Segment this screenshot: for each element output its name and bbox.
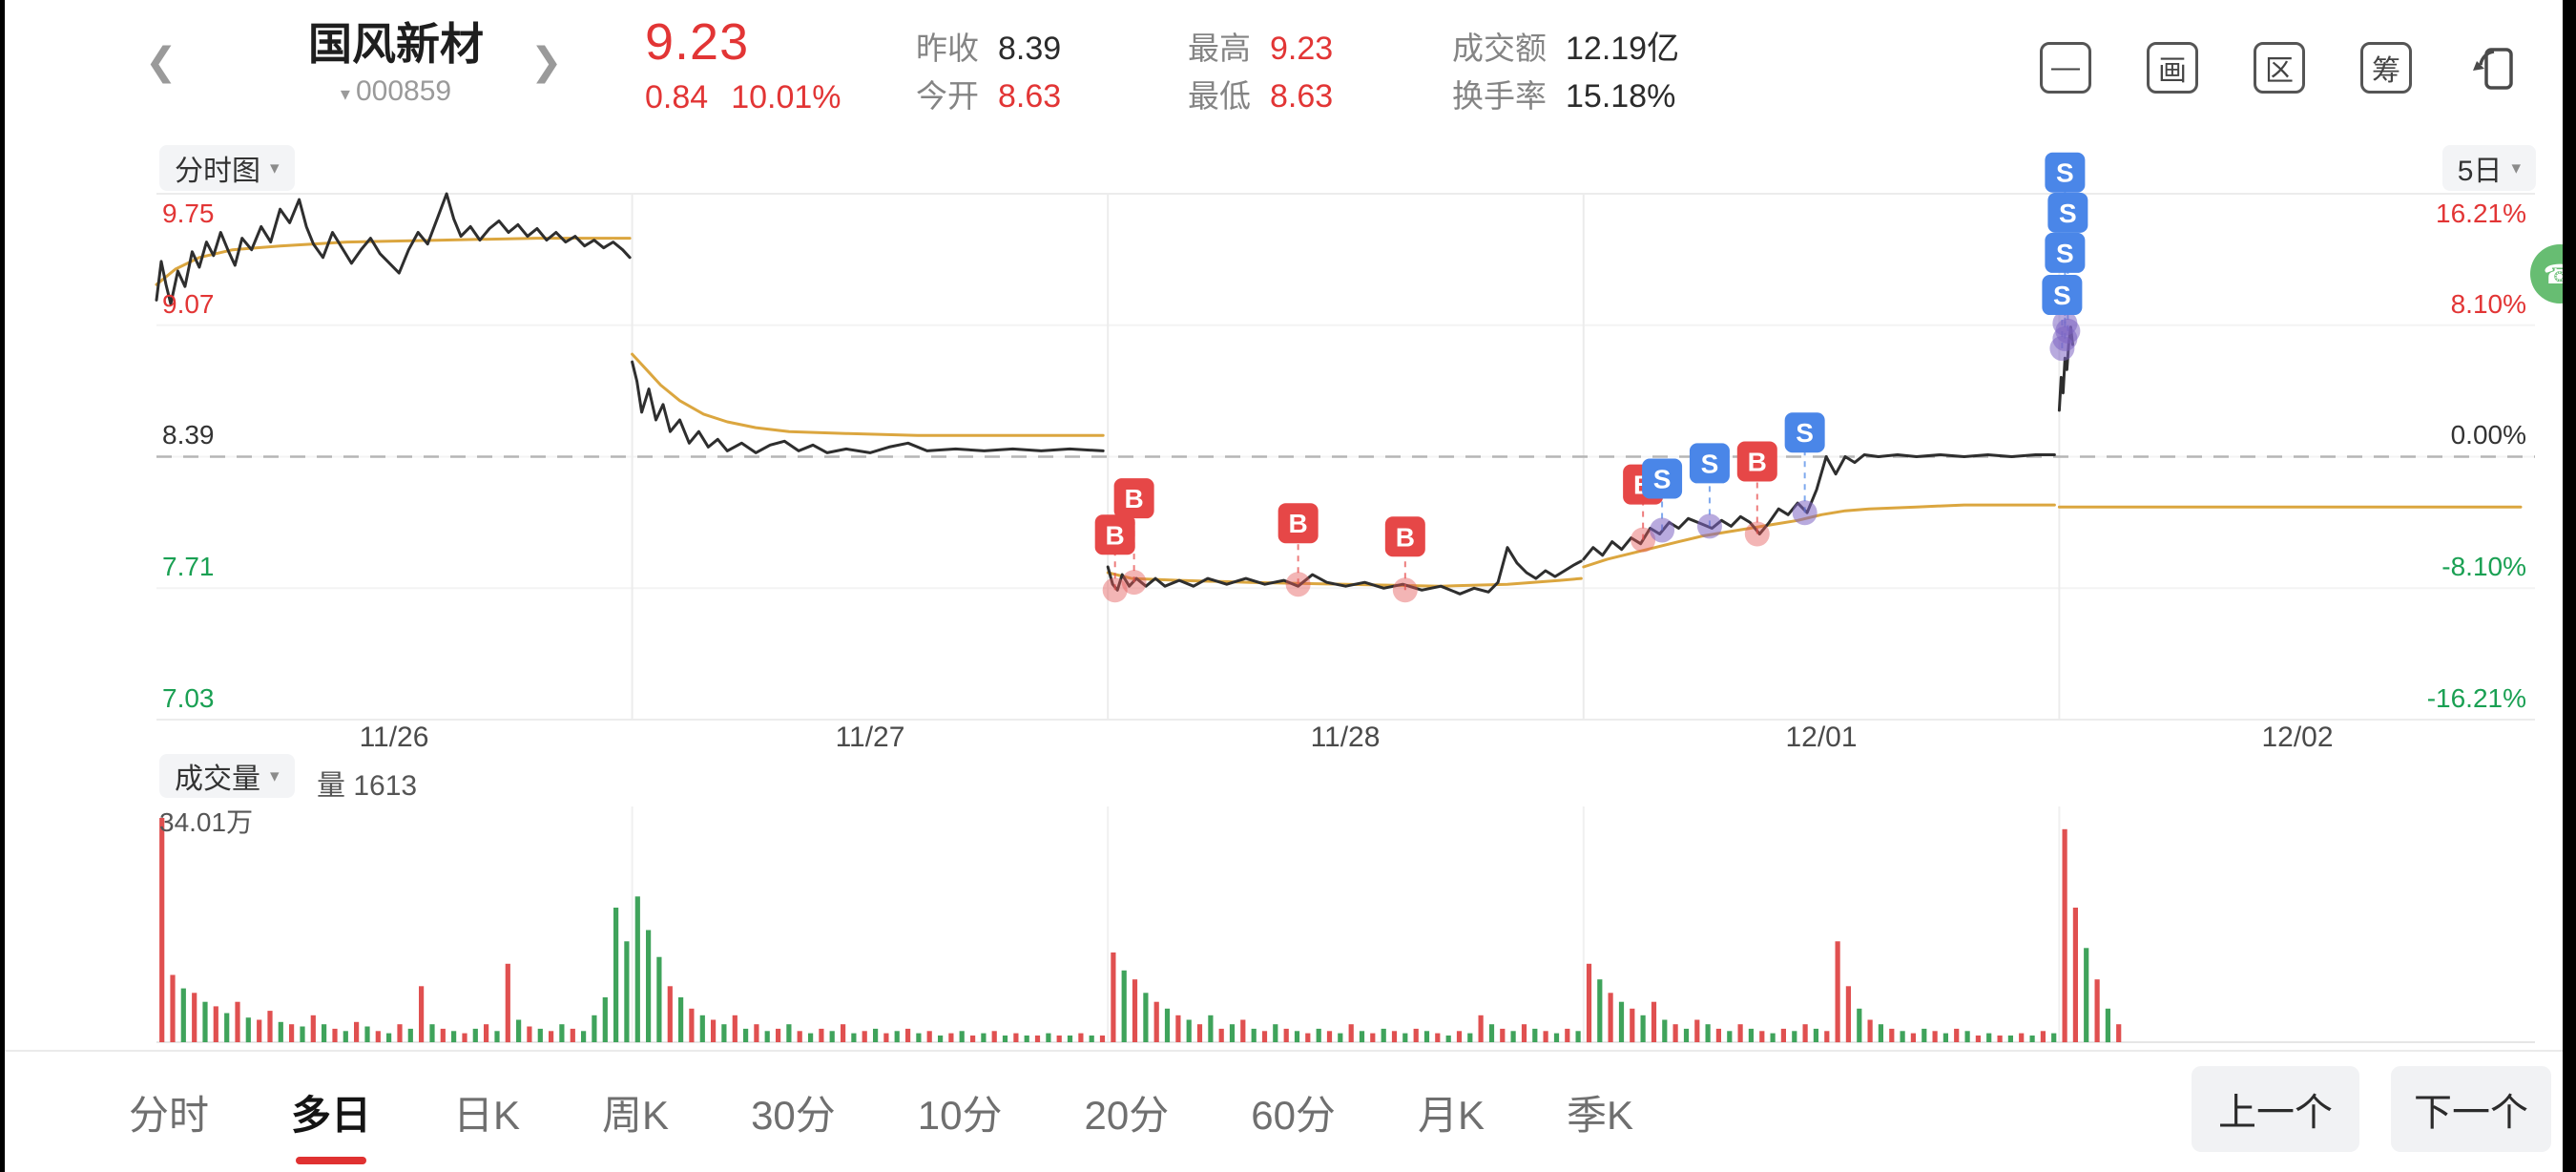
chevron-down-icon: ▾ bbox=[270, 765, 280, 786]
svg-text:B: B bbox=[1748, 448, 1767, 477]
svg-text:S: S bbox=[2053, 281, 2071, 310]
chevron-down-icon: ▾ bbox=[2511, 157, 2521, 178]
svg-text:S: S bbox=[2056, 239, 2074, 268]
axis-pct-label: -8.10% bbox=[2441, 552, 2526, 581]
axis-day-label: 12/02 bbox=[2261, 722, 2334, 753]
active-tab-indicator bbox=[296, 1156, 367, 1164]
tab-10min[interactable]: 10分 bbox=[917, 1092, 1003, 1138]
tab-zhou-k[interactable]: 周K bbox=[602, 1092, 670, 1138]
stat-label: 今开 bbox=[916, 78, 979, 114]
axis-price-label: 7.71 bbox=[162, 552, 215, 581]
tab-60min[interactable]: 60分 bbox=[1251, 1092, 1336, 1138]
svg-text:S: S bbox=[2059, 199, 2077, 228]
svg-text:S: S bbox=[1701, 449, 1719, 478]
svg-text:B: B bbox=[1289, 509, 1308, 538]
stat-value: 8.63 bbox=[998, 78, 1062, 115]
chevron-right-icon[interactable]: ❯ bbox=[530, 41, 563, 83]
previous-stock-button[interactable]: 上一个 bbox=[2192, 1066, 2359, 1152]
draw-tool-icon[interactable]: 画 bbox=[2147, 42, 2198, 94]
stats-column-1: 昨收 8.39 今开 8.63 bbox=[916, 25, 1061, 120]
axis-pct-label: 16.21% bbox=[2436, 199, 2526, 228]
stat-label: 昨收 bbox=[916, 31, 979, 66]
screen-edge-right bbox=[2563, 0, 2576, 1172]
volume-indicator-dropdown[interactable]: 成交量 ▾ bbox=[159, 754, 295, 798]
axis-price-label: 9.07 bbox=[162, 289, 215, 319]
next-stock-button[interactable]: 下一个 bbox=[2391, 1066, 2551, 1152]
svg-text:S: S bbox=[2056, 158, 2074, 188]
stats-column-3: 成交额 12.19亿 换手率 15.18% bbox=[1452, 25, 1679, 120]
axis-day-label: 12/01 bbox=[1785, 722, 1858, 753]
range-dropdown[interactable]: 5日 ▾ bbox=[2441, 145, 2536, 191]
stat-label: 最高 bbox=[1188, 31, 1251, 66]
chevron-left-icon[interactable]: ❮ bbox=[145, 41, 177, 83]
period-tab-bar: 分时 多日 日K 周K 30分 10分 20分 60分 月K 季K bbox=[5, 1050, 2563, 1172]
svg-text:S: S bbox=[1653, 464, 1672, 493]
tab-ji-k[interactable]: 季K bbox=[1566, 1092, 1633, 1138]
axis-pct-label: -16.21% bbox=[2426, 683, 2526, 713]
chart-type-dropdown[interactable]: 分时图 ▾ bbox=[159, 145, 295, 191]
chevron-down-icon: ▾ bbox=[340, 83, 350, 105]
svg-text:B: B bbox=[1106, 520, 1125, 550]
tab-20min[interactable]: 20分 bbox=[1084, 1092, 1170, 1138]
stat-value: 9.23 bbox=[1270, 31, 1334, 67]
tab-yue-k[interactable]: 月K bbox=[1417, 1092, 1485, 1138]
stat-value: 8.39 bbox=[998, 31, 1062, 67]
change-percent: 10.01% bbox=[731, 78, 841, 115]
volume-axis-max-label: 34.01万 bbox=[159, 807, 254, 837]
axis-price-label: 7.03 bbox=[162, 683, 215, 713]
stat-label: 换手率 bbox=[1452, 78, 1547, 114]
axis-pct-label: 0.00% bbox=[2450, 420, 2526, 450]
stock-name: 国风新材 bbox=[308, 19, 484, 69]
volume-current-value: 量 1613 bbox=[317, 770, 418, 802]
stat-label: 成交额 bbox=[1452, 31, 1547, 66]
axis-day-label: 11/27 bbox=[835, 722, 905, 753]
tab-fenshi[interactable]: 分时 bbox=[129, 1092, 210, 1138]
axis-day-label: 11/26 bbox=[359, 722, 429, 753]
screen-edge-left bbox=[0, 0, 5, 1172]
stat-value: 8.63 bbox=[1270, 78, 1334, 115]
stat-value: 12.19亿 bbox=[1566, 31, 1680, 67]
axis-price-label: 9.75 bbox=[162, 199, 215, 228]
stat-value: 15.18% bbox=[1566, 78, 1676, 115]
change-amount: 0.84 bbox=[645, 78, 709, 115]
svg-text:B: B bbox=[1125, 484, 1144, 513]
tab-ri-k[interactable]: 日K bbox=[453, 1092, 521, 1138]
stat-label: 最低 bbox=[1188, 78, 1251, 114]
price-block: 9.23 0.84 10.01% bbox=[645, 15, 864, 116]
axis-day-label: 11/28 bbox=[1310, 722, 1381, 753]
chip-distribution-icon[interactable]: 筹 bbox=[2360, 42, 2412, 94]
svg-text:B: B bbox=[1396, 522, 1415, 552]
current-price: 9.23 bbox=[645, 13, 750, 71]
region-stat-icon[interactable]: 区 bbox=[2254, 42, 2305, 94]
stock-title-block[interactable]: 国风新材 ▾ 000859 bbox=[286, 19, 506, 108]
header-icons: — 画 区 筹 bbox=[2040, 42, 2519, 94]
price-change: 0.84 10.01% bbox=[645, 79, 864, 116]
axis-price-label: 8.39 bbox=[162, 420, 215, 450]
chevron-down-icon: ▾ bbox=[270, 157, 280, 178]
tab-duori[interactable]: 多日 bbox=[291, 1083, 371, 1164]
stock-code: ▾ 000859 bbox=[340, 74, 452, 107]
rotate-screen-icon[interactable] bbox=[2467, 42, 2519, 94]
axis-pct-label: 8.10% bbox=[2450, 289, 2526, 319]
stats-column-2: 最高 9.23 最低 8.63 bbox=[1188, 25, 1333, 120]
tab-30min[interactable]: 30分 bbox=[751, 1092, 836, 1138]
minus-icon[interactable]: — bbox=[2040, 42, 2091, 94]
svg-text:S: S bbox=[1796, 418, 1814, 448]
